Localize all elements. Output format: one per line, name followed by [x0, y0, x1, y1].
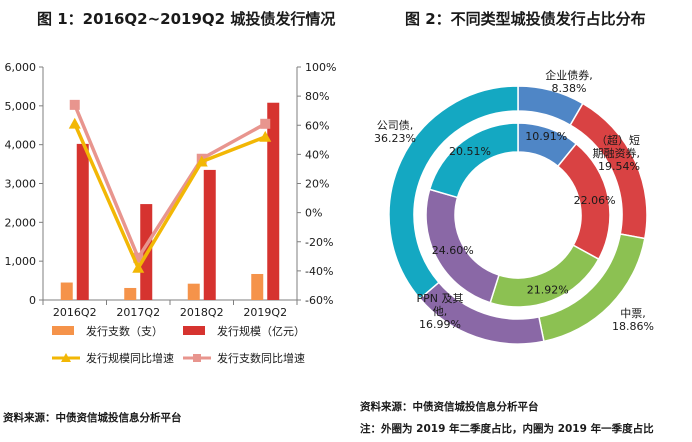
right-tick-label: 20%: [305, 178, 329, 191]
outer-ring-label: （超）短期融资券, 19.54%: [593, 133, 641, 173]
scale-yoy-marker: [259, 130, 272, 142]
count-yoy-line: [73, 104, 267, 260]
x-tick-label: 2019Q2: [243, 306, 287, 319]
legend-issue-count-label: 发行支数（支）: [86, 324, 163, 338]
bar-issue-scale: [267, 102, 280, 300]
left-tick-label: 4,000: [5, 139, 37, 152]
bar-issue-count: [124, 287, 137, 300]
right-tick-label: 0%: [305, 207, 322, 220]
outer-ring-label: 公司债, 36.23%: [374, 118, 416, 145]
x-tick-label: 2017Q2: [116, 306, 160, 319]
left-tick-label: 3,000: [5, 178, 37, 191]
count-yoy-marker: [260, 118, 271, 129]
right-tick-label: 100%: [305, 61, 336, 74]
bar-issue-scale: [76, 143, 89, 300]
figure2-source: 资料来源：中债资信城投信息分析平台: [360, 401, 539, 413]
scale-yoy-marker: [132, 261, 145, 273]
inner-ring-label: 20.51%: [449, 145, 491, 158]
inner-ring-slice: [428, 122, 519, 199]
scale-yoy-marker: [68, 117, 81, 129]
right-tick-label: -40%: [305, 265, 333, 278]
bar-issue-count: [251, 273, 264, 300]
count-yoy-marker: [133, 252, 144, 263]
figure1-source: 资料来源：中债资信城投信息分析平台: [3, 412, 182, 424]
bar-issue-count: [60, 282, 73, 300]
left-tick-label: 5,000: [5, 100, 37, 113]
inner-ring-label: 22.06%: [574, 194, 616, 207]
legend-scale-yoy-label: 发行规模同比增速: [86, 351, 174, 365]
inner-ring-label: 24.60%: [432, 244, 474, 257]
right-tick-label: 80%: [305, 90, 329, 103]
figure2-note: 注：外圈为 2019 年二季度占比，内圈为 2019 年一季度占比: [360, 423, 654, 435]
left-tick-label: 0: [29, 294, 36, 307]
outer-ring-label: 企业债券, 8.38%: [545, 68, 593, 95]
outer-ring-slice: [388, 85, 519, 300]
outer-ring-label: PPN 及其他, 16.99%: [417, 292, 464, 331]
legend-issue-scale-label: 发行规模（亿元）: [217, 324, 305, 338]
right-tick-label: -20%: [305, 236, 333, 249]
legend-issue-scale-swatch: [183, 326, 205, 335]
figure1-title: 图 1：2016Q2~2019Q2 城投债发行情况: [37, 10, 336, 28]
figure2-title: 图 2：不同类型城投债发行占比分布: [405, 10, 646, 28]
x-tick-label: 2016Q2: [53, 306, 97, 319]
legend-scale-yoy-marker: [61, 353, 71, 362]
count-yoy-marker: [69, 99, 80, 110]
scale-yoy-marker: [195, 155, 208, 167]
scale-yoy-line: [73, 123, 266, 270]
left-tick-label: 2,000: [5, 216, 37, 229]
legend-count-yoy-marker: [193, 354, 201, 362]
bar-issue-count: [187, 283, 200, 300]
x-tick-label: 2018Q2: [180, 306, 224, 319]
right-tick-label: 40%: [305, 148, 329, 161]
right-tick-label: 60%: [305, 119, 329, 132]
inner-ring-label: 21.92%: [527, 283, 569, 296]
left-tick-label: 6,000: [5, 61, 37, 74]
legend-count-yoy-label: 发行支数同比增速: [217, 351, 305, 365]
left-tick-label: 1,000: [5, 255, 37, 268]
inner-ring-label: 10.91%: [525, 130, 567, 143]
right-tick-label: -60%: [305, 294, 333, 307]
bar-issue-scale: [203, 169, 216, 300]
legend-issue-count-swatch: [52, 326, 74, 335]
outer-ring-label: 中票, 18.86%: [612, 307, 654, 333]
